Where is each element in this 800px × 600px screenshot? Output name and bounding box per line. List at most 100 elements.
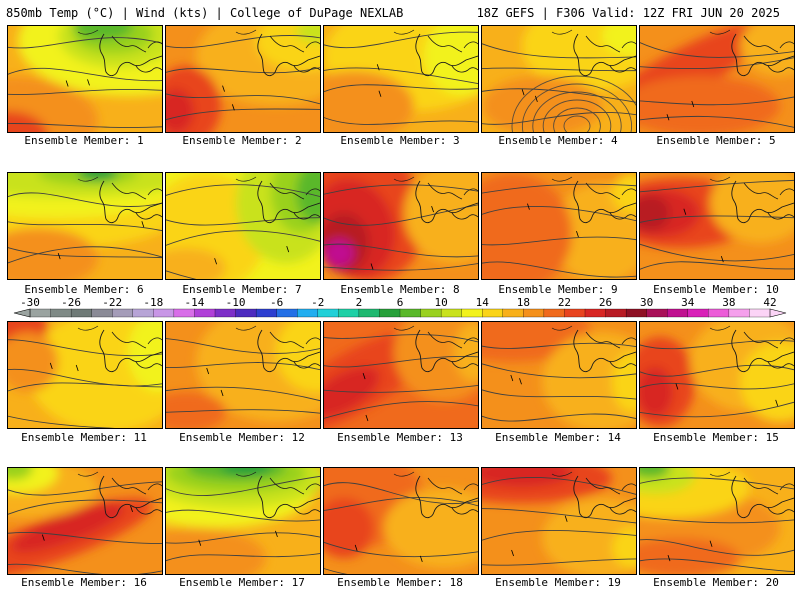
height-contour (8, 246, 162, 264)
wind-barb (666, 114, 670, 121)
coastline (415, 180, 478, 224)
coastline (779, 188, 794, 196)
height-contour (482, 389, 636, 400)
coastline (731, 475, 794, 519)
coastline (269, 182, 305, 200)
coastline (767, 507, 794, 515)
coastline (147, 483, 162, 491)
height-contour (482, 183, 636, 194)
coastline (77, 176, 99, 182)
temperature-region (552, 183, 636, 279)
coastline (621, 483, 636, 491)
wind-barb (720, 255, 724, 263)
ensemble-member-label: Ensemble Member: 19 (495, 576, 621, 589)
temperature-region (482, 76, 602, 132)
height-contour (8, 531, 162, 544)
temperature-map-5 (640, 26, 794, 132)
colorbar-cell (420, 308, 442, 318)
ensemble-member-label: Ensemble Member: 13 (337, 431, 463, 444)
coastline (77, 325, 99, 331)
coastline (269, 331, 305, 349)
colorbar-tick-label: 26 (599, 296, 612, 309)
temperature-region (276, 322, 320, 392)
wind-barb (206, 367, 210, 375)
temperature-region (73, 26, 133, 40)
coastline (585, 182, 621, 200)
temperature-region (640, 367, 673, 417)
colorbar-cell (173, 308, 195, 318)
colorbar-cell (482, 308, 504, 318)
colorbar-cell (317, 308, 339, 318)
ensemble-member-label: Ensemble Member: 20 (653, 576, 779, 589)
coastline (779, 337, 794, 345)
colorbar-cell (194, 308, 216, 318)
coastline (257, 180, 320, 224)
ensemble-panel-3 (323, 25, 479, 133)
coastline (427, 35, 463, 53)
coastline (77, 29, 99, 35)
coastline (393, 471, 415, 477)
height-contour (640, 179, 794, 193)
ensemble-panel-12 (165, 321, 321, 429)
ensemble-member-label: Ensemble Member: 1 (24, 134, 144, 147)
height-contour (324, 31, 478, 49)
temperature-region (740, 342, 794, 422)
coastline (451, 361, 478, 369)
coastline (99, 180, 162, 224)
wind-barb (691, 100, 695, 108)
height-contour (542, 99, 612, 132)
colorbar-tick-label: -6 (270, 296, 283, 309)
colorbar-cell (112, 308, 134, 318)
colorbar-tick-label: 38 (722, 296, 735, 309)
coastline (415, 33, 478, 77)
coastline (147, 188, 162, 196)
colorbar-cell (235, 308, 257, 318)
coastline (111, 331, 147, 349)
wind-barb (370, 263, 374, 270)
wind-barb (564, 515, 568, 522)
wind-barb (41, 534, 45, 541)
temperature-map-3 (324, 26, 478, 132)
colorbar-cell (214, 308, 237, 318)
temperature-map-15 (640, 322, 794, 428)
wind-barb (65, 80, 69, 87)
ensemble-member-label: Ensemble Member: 2 (182, 134, 302, 147)
wind-barb (521, 89, 525, 96)
wind-barb (511, 549, 514, 557)
colorbar-tick-label: -22 (102, 296, 122, 309)
height-contour (482, 67, 636, 72)
temperature-map-10 (640, 173, 794, 279)
coastline (451, 65, 478, 73)
ensemble-member-label: Ensemble Member: 15 (653, 431, 779, 444)
coastline (305, 188, 320, 196)
temperature-region (640, 195, 670, 231)
temperature-region (612, 173, 636, 213)
coastline (609, 361, 636, 369)
height-contour (8, 192, 162, 207)
colorbar-cell (667, 308, 689, 318)
coastline (111, 182, 147, 200)
coastline (463, 41, 478, 49)
height-contour (166, 230, 320, 246)
wind-barb (365, 414, 369, 422)
coastline (731, 33, 794, 77)
ensemble-member-label: Ensemble Member: 12 (179, 431, 305, 444)
coastline (415, 475, 478, 519)
coastline (767, 65, 794, 73)
height-contour (482, 261, 636, 278)
coastline (621, 337, 636, 345)
height-contour (482, 112, 636, 125)
height-contour (8, 339, 162, 357)
ensemble-member-label: Ensemble Member: 18 (337, 576, 463, 589)
height-contour (8, 67, 162, 82)
coastline (135, 507, 162, 515)
wind-barb (141, 221, 145, 228)
colorbar-tick-label: 42 (763, 296, 776, 309)
colorbar-cell (523, 308, 545, 318)
coastline (551, 325, 573, 331)
coastline (585, 477, 621, 495)
coastline (135, 361, 162, 369)
colorbar-cell (255, 308, 278, 318)
height-contour (482, 205, 636, 222)
temperature-region (78, 173, 118, 181)
